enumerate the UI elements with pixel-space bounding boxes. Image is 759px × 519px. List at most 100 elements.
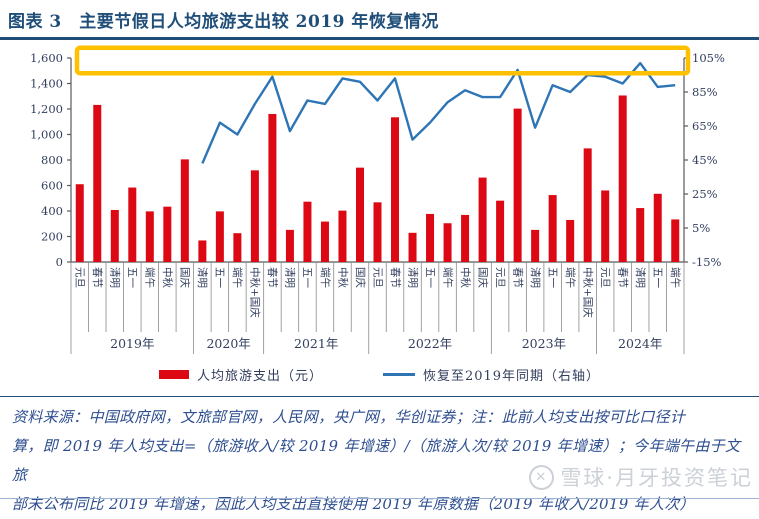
holiday-label: 清明 bbox=[109, 267, 122, 288]
holiday-label: 端午 bbox=[669, 267, 682, 288]
line-series-swatch bbox=[382, 372, 415, 376]
bar-series-label: 人均旅游支出（元） bbox=[196, 368, 323, 384]
spend-bar bbox=[583, 148, 592, 262]
spend-bar bbox=[285, 229, 294, 262]
holiday-label: 五一 bbox=[546, 267, 558, 288]
spend-bar bbox=[180, 159, 189, 262]
spend-bar bbox=[110, 209, 119, 262]
holiday-label: 清明 bbox=[406, 267, 419, 288]
highlight-box-annotation bbox=[74, 45, 691, 76]
spend-bar bbox=[548, 195, 557, 262]
spend-bar bbox=[145, 211, 154, 262]
page-title: 图表 3 主要节假日人均旅游支出较 2019 年恢复情况 bbox=[8, 12, 439, 32]
left-axis-tick-label: 1,200 bbox=[30, 102, 63, 116]
holiday-labels: 元旦 春节 清明 五一 端午 中秋 国庆 清明 五一 端午 中秋+国庆 春节 清明 五一 端午 中秋 国庆 元旦春… bbox=[74, 267, 682, 318]
year-label: 2019年 bbox=[110, 336, 154, 351]
holiday-label: 端午 bbox=[441, 267, 454, 288]
holiday-label: 清明 bbox=[284, 267, 297, 288]
holiday-label: 端午 bbox=[231, 267, 244, 288]
line-series-label: 恢复至2019年同期（右轴） bbox=[422, 368, 601, 384]
holiday-label: 元旦 bbox=[74, 267, 86, 288]
right-axis-tick-label: 45% bbox=[692, 153, 718, 167]
holiday-label: 端午 bbox=[144, 267, 157, 288]
year-label: 2021年 bbox=[294, 336, 338, 351]
spend-bar bbox=[478, 177, 487, 262]
left-axis-tick-label: 600 bbox=[41, 179, 63, 193]
spend-bar bbox=[75, 184, 84, 262]
holiday-label: 端午 bbox=[319, 267, 332, 288]
year-label: 2023年 bbox=[522, 336, 566, 351]
chart-area: 0 200 400 600 800 1,000 1,200 1,400 1,600 -15% 5% 2… bbox=[0, 42, 759, 362]
left-axis-tick-label: 1,600 bbox=[30, 51, 63, 65]
left-axis-tick-label: 400 bbox=[41, 204, 63, 218]
spend-bar bbox=[618, 95, 627, 262]
holiday-label: 国庆 bbox=[179, 267, 192, 288]
holiday-label: 元旦 bbox=[494, 267, 506, 288]
holiday-label: 端午 bbox=[564, 267, 577, 288]
right-axis-tick-label: 65% bbox=[692, 119, 718, 133]
spend-bar bbox=[443, 223, 452, 262]
right-axis-tick-label: -15% bbox=[692, 255, 722, 269]
year-labels: 2019年 2020年 2021年 2022年 2023年 2024年 bbox=[110, 336, 662, 351]
right-axis-tick-label: 5% bbox=[692, 221, 710, 235]
spend-bar bbox=[93, 104, 102, 262]
holiday-label: 清明 bbox=[196, 267, 209, 288]
holiday-label: 国庆 bbox=[476, 267, 489, 288]
spend-bar bbox=[163, 206, 172, 262]
holiday-label: 五一 bbox=[126, 267, 138, 288]
right-axis-labels: -15% 5% 25% 45% 65% 85% 105% bbox=[684, 51, 725, 269]
holiday-label: 春节 bbox=[91, 267, 103, 288]
left-axis-tick-label: 1,400 bbox=[30, 77, 63, 91]
holiday-label: 春节 bbox=[266, 267, 278, 288]
bottom-divider bbox=[0, 498, 759, 499]
spend-bar bbox=[671, 219, 680, 262]
holiday-label: 国庆 bbox=[354, 267, 367, 288]
holiday-label: 中秋 bbox=[459, 267, 472, 288]
spend-bar bbox=[601, 190, 610, 262]
bar-series-swatch bbox=[158, 369, 189, 379]
chart-svg: 0 200 400 600 800 1,000 1,200 1,400 1,600 -15% 5% 2… bbox=[30, 45, 725, 354]
right-axis-tick-label: 85% bbox=[692, 85, 718, 99]
holiday-label: 五一 bbox=[214, 267, 226, 288]
source-note-line2: 算，即 2019 年人均支出=（旅游收入/较 2019 年增速）/（旅游人次/较… bbox=[12, 437, 741, 484]
spend-bar bbox=[373, 202, 382, 262]
spend-bar bbox=[531, 229, 540, 262]
holiday-label: 五一 bbox=[424, 267, 436, 288]
holiday-label: 春节 bbox=[617, 267, 629, 288]
footer-divider bbox=[0, 396, 759, 397]
left-axis-tick-label: 200 bbox=[41, 230, 63, 244]
spend-bar bbox=[636, 208, 645, 262]
category-separators bbox=[70, 262, 685, 354]
source-note: 资料来源：中国政府网，文旅部官网，人民网，央广网，华创证券；注：此前人均支出按可… bbox=[0, 397, 759, 519]
spend-bar bbox=[128, 187, 137, 262]
spend-bar bbox=[513, 108, 522, 263]
spend-bar bbox=[391, 117, 400, 262]
legend-item-bar: 人均旅游支出（元） bbox=[158, 365, 323, 384]
left-axis-tick-label: 800 bbox=[41, 153, 63, 167]
holiday-label: 清明 bbox=[529, 267, 542, 288]
spend-bars bbox=[75, 95, 680, 263]
spend-bar bbox=[355, 167, 364, 262]
chart-header: 图表 3 主要节假日人均旅游支出较 2019 年恢复情况 bbox=[0, 0, 759, 32]
spend-bar bbox=[496, 200, 505, 262]
holiday-label: 五一 bbox=[652, 267, 664, 288]
left-axis-tick-label: 1,000 bbox=[30, 128, 63, 142]
holiday-label: 春节 bbox=[389, 267, 401, 288]
holiday-label: 五一 bbox=[301, 267, 313, 288]
holiday-label: 元旦 bbox=[599, 267, 611, 288]
spend-bar bbox=[653, 193, 662, 262]
holiday-label: 中秋+国庆 bbox=[582, 267, 595, 318]
spend-bar bbox=[320, 221, 329, 262]
spend-bar bbox=[408, 232, 417, 262]
legend-item-line: 恢复至2019年同期（右轴） bbox=[382, 365, 601, 384]
spend-bar bbox=[426, 213, 435, 262]
recovery-line bbox=[201, 61, 676, 164]
spend-bar bbox=[268, 113, 277, 262]
chart-legend: 人均旅游支出（元） 恢复至2019年同期（右轴） bbox=[0, 362, 759, 386]
left-axis-labels: 0 200 400 600 800 1,000 1,200 1,400 1,600 bbox=[30, 51, 71, 269]
title-divider bbox=[0, 37, 759, 40]
holiday-label: 清明 bbox=[634, 267, 647, 288]
spend-bar bbox=[233, 233, 242, 262]
spend-bar bbox=[250, 170, 259, 262]
spend-bar bbox=[338, 210, 347, 262]
